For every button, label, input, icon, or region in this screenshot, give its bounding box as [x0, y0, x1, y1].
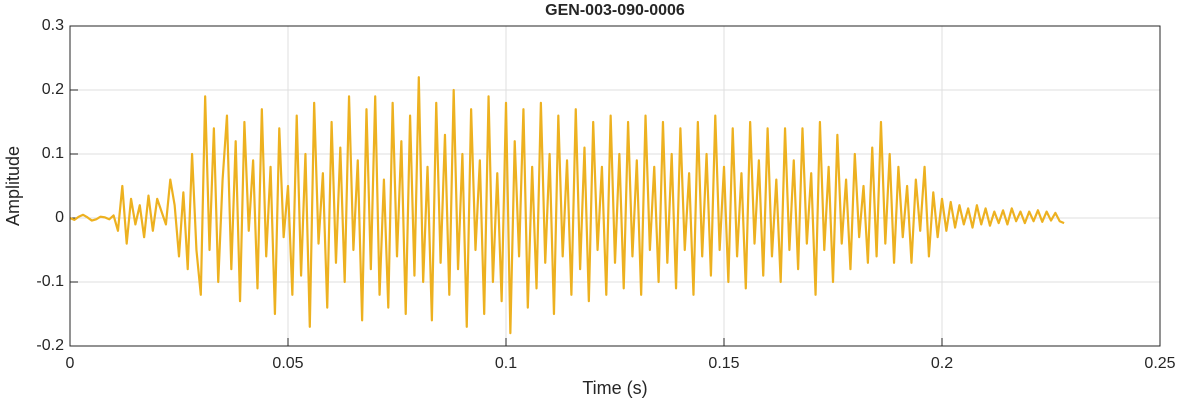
x-tick-label: 0.1 [495, 355, 517, 372]
x-tick-label: 0.05 [272, 355, 303, 372]
y-tick-label: -0.1 [36, 273, 64, 290]
y-tick-label: 0.2 [42, 81, 64, 98]
y-tick-label: -0.2 [36, 337, 64, 354]
y-tick-label: 0.1 [42, 145, 64, 162]
x-tick-label: 0.15 [708, 355, 739, 372]
x-axis-label: Time (s) [582, 378, 647, 398]
x-tick-label: 0.2 [931, 355, 953, 372]
waveform-line [69, 76, 1065, 335]
y-axis-label: Amplitude [3, 146, 23, 226]
y-tick-label: 0 [55, 209, 64, 226]
y-tick-label: 0.3 [42, 17, 64, 34]
x-tick-label: 0.25 [1144, 355, 1175, 372]
x-tick-label: 0 [66, 355, 75, 372]
plot-box [69, 25, 1161, 347]
chart-title: GEN-003-090-0006 [545, 2, 685, 19]
